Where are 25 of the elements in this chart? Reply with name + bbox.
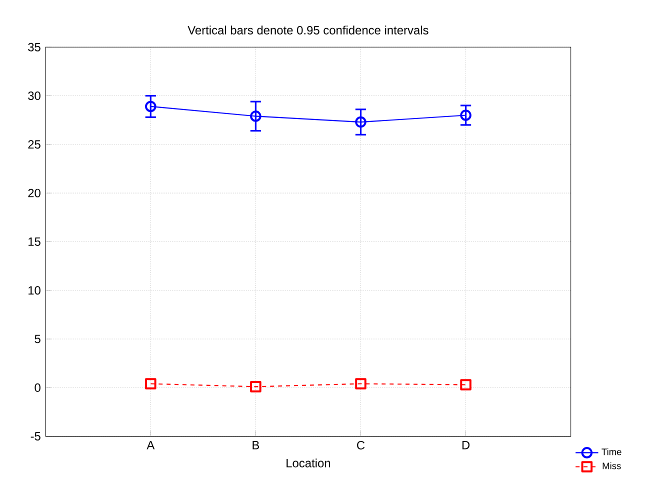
x-tick-label: C	[357, 440, 365, 450]
x-tick-label: A	[146, 440, 155, 449]
point	[145, 100, 156, 112]
y-tick-label: -5	[30, 432, 40, 440]
point	[460, 378, 472, 390]
point	[145, 378, 156, 390]
legend-label: Time	[602, 448, 622, 455]
point	[460, 109, 472, 121]
point	[355, 378, 366, 390]
y-tick-label: 20	[28, 188, 40, 198]
y-tick-label: 25	[28, 140, 40, 148]
y-tick-label: 5	[34, 334, 40, 343]
y-tick-label: 30	[28, 91, 40, 100]
legend-label: Miss	[602, 462, 621, 469]
y-tick-label: 15	[28, 237, 40, 246]
y-tick-label: 10	[28, 286, 40, 294]
point	[250, 110, 262, 122]
x-tick-label: B	[252, 440, 260, 449]
chart-title: Vertical bars denote 0.95 confidence intervals	[188, 25, 428, 34]
x-tick-label: D	[462, 440, 470, 449]
x-axis-title: Location	[286, 458, 330, 468]
point	[355, 116, 366, 128]
point	[250, 380, 262, 392]
y-tick-label: 35	[28, 42, 40, 52]
y-tick-label: 0	[34, 383, 40, 392]
